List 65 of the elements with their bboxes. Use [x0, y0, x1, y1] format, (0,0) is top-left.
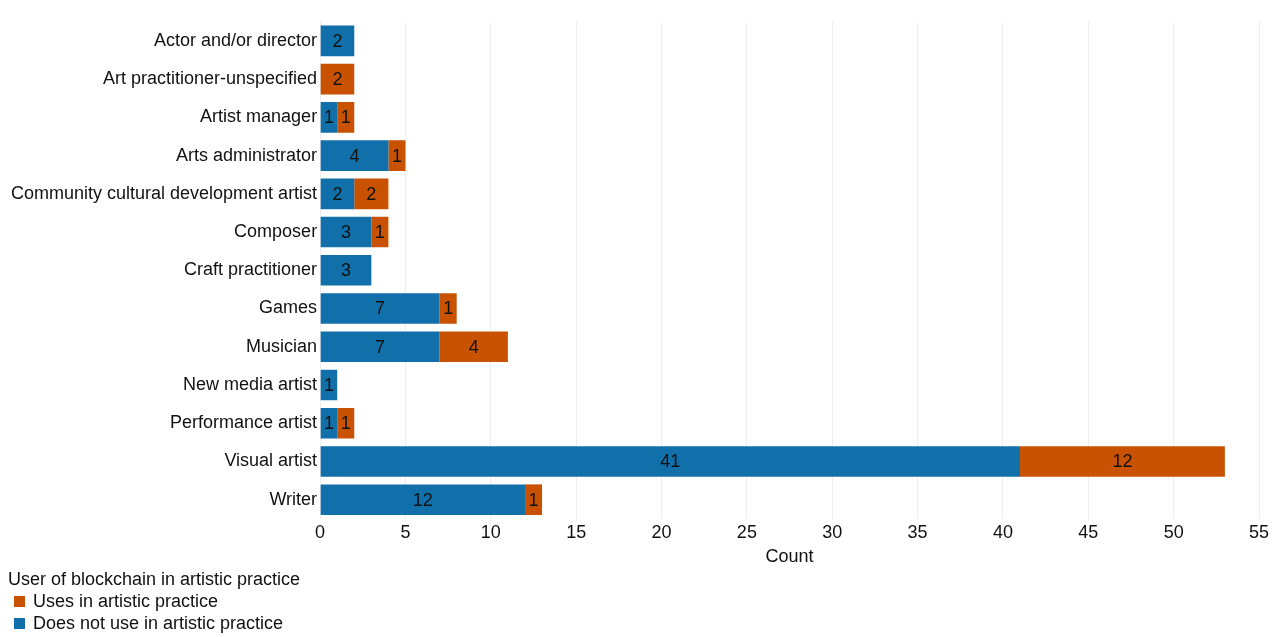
data-label: 1	[443, 298, 454, 319]
y-tick-label: Arts administrator	[176, 144, 318, 165]
y-tick-label: Visual artist	[224, 450, 318, 471]
bar	[320, 293, 440, 324]
x-tick-label: 50	[1163, 521, 1184, 542]
y-tick-label: Community cultural development artist	[11, 182, 318, 203]
y-tick-label: Art practitioner-unspecified	[103, 68, 318, 89]
x-tick-label: 15	[566, 521, 587, 542]
legend-label: Does not use in artistic practice	[33, 612, 284, 634]
bar	[1020, 446, 1225, 477]
x-tick-label: 20	[651, 521, 672, 542]
data-label: 7	[375, 336, 386, 357]
bar	[320, 140, 389, 171]
data-label: 4	[468, 336, 479, 357]
data-label: 1	[323, 107, 334, 128]
x-tick-label: 5	[400, 521, 411, 542]
data-label: 7	[375, 298, 386, 319]
data-label: 2	[366, 183, 377, 204]
x-axis-title: Count	[765, 546, 814, 567]
x-tick-label: 30	[822, 521, 843, 542]
x-tick-label: 25	[736, 521, 757, 542]
data-label: 2	[332, 69, 343, 90]
data-label: 4	[349, 145, 360, 166]
y-tick-label: Musician	[246, 335, 318, 356]
data-label: 1	[323, 413, 334, 434]
x-tick-label: 45	[1078, 521, 1099, 542]
bar	[524, 484, 543, 515]
bar	[320, 331, 440, 363]
bar	[320, 255, 372, 286]
legend-label: Uses in artistic practice	[33, 590, 219, 612]
bar	[320, 216, 372, 248]
y-tick-label: Performance artist	[170, 412, 318, 433]
y-tick-label: Writer	[269, 488, 318, 509]
data-label: 1	[374, 222, 385, 243]
y-tick-label: Games	[259, 297, 318, 318]
x-tick-label: 10	[480, 521, 501, 542]
bar	[337, 407, 355, 439]
data-label: 2	[332, 183, 343, 204]
y-tick-label: New media artist	[183, 373, 318, 394]
data-label: 1	[340, 107, 351, 128]
data-label: 3	[340, 222, 351, 243]
x-tick-label: 40	[992, 521, 1013, 542]
data-label: 2	[332, 30, 343, 51]
data-label: 1	[340, 413, 351, 434]
x-tick-label: 35	[907, 521, 928, 542]
data-label: 12	[1112, 451, 1133, 472]
data-label: 3	[340, 260, 351, 281]
data-label: 41	[660, 451, 681, 472]
bar	[337, 102, 355, 133]
y-tick-label: Artist manager	[200, 106, 318, 127]
legend-title: User of blockchain in artistic practice	[8, 568, 301, 590]
x-tick-label: 55	[1248, 521, 1270, 542]
data-label: 12	[412, 489, 433, 510]
bar	[320, 446, 1021, 477]
y-tick-label: Composer	[234, 221, 318, 242]
bar	[439, 331, 508, 363]
x-tick-label: 0	[315, 521, 326, 542]
bar	[320, 484, 525, 515]
bar	[439, 293, 457, 324]
y-tick-label: Craft practitioner	[184, 259, 318, 280]
data-label: 1	[528, 489, 539, 510]
y-tick-label: Actor and/or director	[154, 29, 318, 50]
data-label: 1	[323, 374, 334, 395]
bar	[354, 178, 389, 210]
data-label: 1	[391, 145, 402, 166]
